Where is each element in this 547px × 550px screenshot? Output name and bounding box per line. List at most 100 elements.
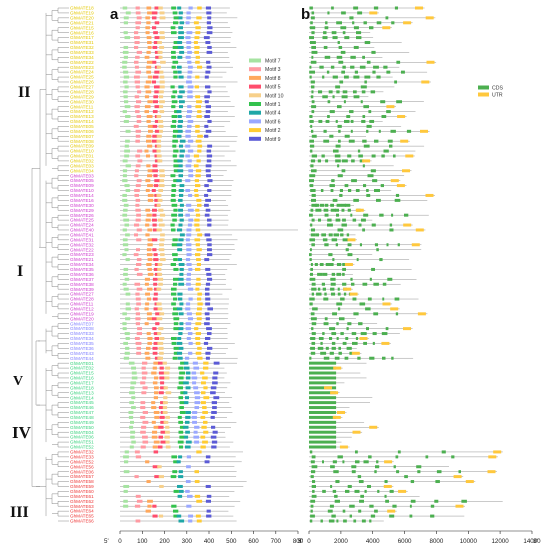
motif-block	[173, 208, 178, 212]
motif-block	[177, 45, 184, 49]
motif-block	[145, 302, 150, 306]
cds-block	[311, 341, 316, 345]
motif-block	[158, 184, 165, 188]
motif-block	[171, 6, 177, 10]
motif-block	[202, 406, 207, 410]
motif-block	[130, 420, 134, 424]
motif-block	[207, 307, 213, 311]
motif-block	[134, 169, 139, 173]
motif-legend-swatch	[249, 58, 261, 63]
motif-block	[131, 366, 136, 370]
cds-block	[372, 70, 376, 74]
motif-block	[203, 341, 209, 345]
motif-block	[152, 351, 158, 355]
motif-block	[185, 36, 191, 40]
cds-block	[319, 203, 325, 207]
motif-block	[206, 60, 211, 64]
gene-label: GhMATE59	[70, 484, 94, 489]
motif-block	[179, 218, 184, 222]
motif-block	[135, 139, 140, 143]
motif-block	[178, 381, 184, 385]
motif-block	[152, 277, 158, 281]
cds-block	[309, 430, 337, 434]
motif-block	[194, 391, 200, 395]
motif-block	[185, 189, 191, 193]
motif-block	[187, 223, 192, 227]
cds-block	[387, 139, 393, 143]
cds-block	[340, 233, 344, 237]
motif-block	[154, 50, 160, 54]
cds-block	[309, 386, 337, 390]
motif-block	[144, 282, 149, 286]
cds-block	[327, 100, 331, 104]
motif-legend-label: Motif 3	[265, 67, 281, 73]
motif-block	[154, 90, 159, 94]
cds-block	[309, 381, 337, 385]
utr-block	[411, 243, 420, 247]
motif-block	[152, 124, 158, 128]
motif-block	[193, 41, 198, 45]
clade-label: IV	[12, 423, 32, 442]
motif-block	[187, 85, 194, 89]
gene-label: GhMATE52	[70, 459, 94, 464]
cds-block	[350, 277, 353, 281]
motif-block	[197, 110, 202, 114]
cds-block	[311, 228, 315, 232]
motif-block	[159, 238, 165, 242]
cds-block	[314, 263, 318, 266]
motif-block	[124, 36, 131, 40]
gene-label: GhMATE17	[70, 380, 94, 385]
motif-block	[205, 85, 211, 89]
cds-block	[343, 100, 346, 104]
cds-block	[369, 519, 372, 523]
motif-block	[124, 144, 129, 148]
motif-block	[195, 60, 200, 64]
cds-block	[393, 465, 396, 469]
motif-block	[158, 105, 164, 109]
cds-block	[331, 31, 337, 35]
motif-block	[178, 198, 183, 202]
motif-block	[170, 198, 176, 202]
motif-block	[177, 243, 183, 247]
motif-block	[135, 184, 141, 188]
cds-block	[451, 455, 455, 459]
motif-block	[147, 267, 152, 271]
cds-block	[310, 267, 313, 271]
motif-block	[124, 460, 129, 464]
motif-block	[197, 6, 202, 10]
motif-block	[152, 139, 158, 143]
motif-block	[173, 21, 179, 25]
cds-block	[389, 489, 394, 493]
cds-block	[393, 154, 396, 158]
motif-block	[124, 100, 129, 104]
cds-block	[310, 60, 317, 64]
motif-block	[128, 410, 134, 414]
cds-block	[365, 307, 371, 311]
motif-block	[158, 327, 164, 331]
motif-block	[147, 41, 152, 45]
cds-block	[370, 90, 376, 94]
motif-block	[200, 435, 206, 439]
motif-block	[147, 287, 153, 291]
cds-block	[385, 499, 389, 503]
cds-block	[353, 95, 360, 99]
motif-block	[158, 208, 164, 212]
motif-block	[171, 100, 178, 104]
cds-block	[310, 21, 313, 25]
cds-block	[373, 6, 379, 10]
motif-block	[154, 376, 159, 380]
cds-block	[325, 346, 329, 350]
motif-block	[185, 376, 191, 380]
motif-block	[185, 440, 192, 444]
motif-block	[122, 243, 129, 247]
motif-block	[123, 341, 128, 345]
cds-block	[336, 55, 343, 59]
cds-block	[339, 317, 345, 321]
cds-block	[341, 159, 348, 163]
motif-block	[195, 31, 201, 35]
cds-block	[348, 189, 352, 193]
motif-block	[123, 208, 128, 212]
cds-block	[332, 198, 338, 202]
motif-block	[156, 149, 161, 153]
cds-block	[375, 465, 380, 469]
